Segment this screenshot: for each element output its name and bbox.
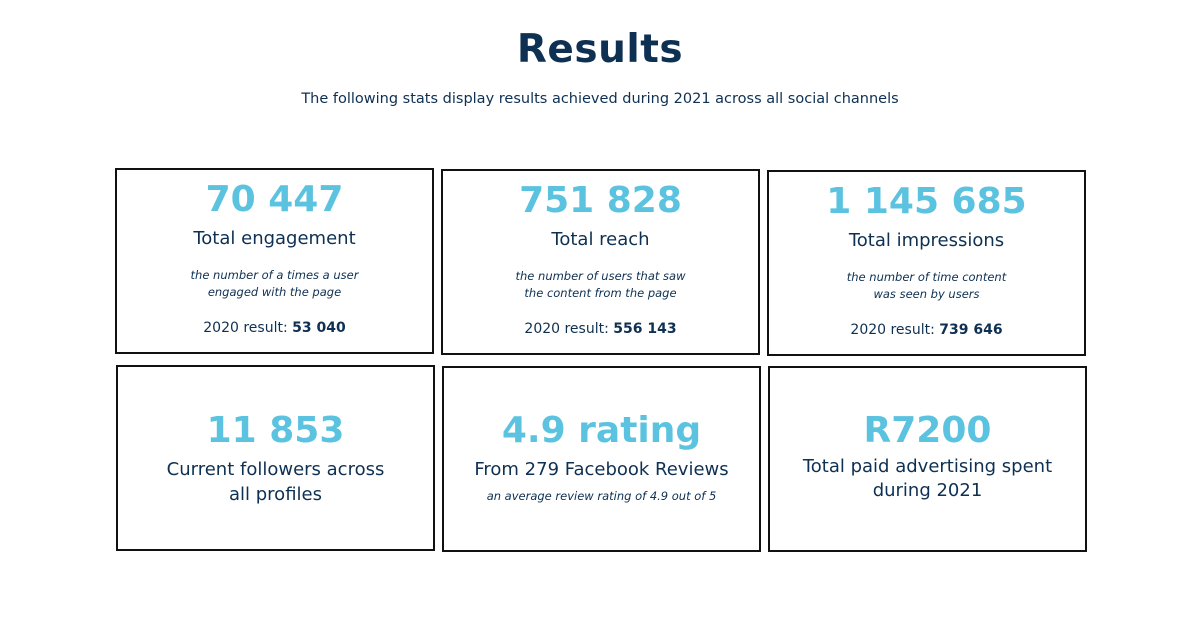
stat-label-line-1: Total paid advertising spent (802, 456, 1053, 477)
stat-description-line-1: the number of a times a user (190, 268, 359, 282)
previous-year-label: 2020 result: (850, 322, 935, 338)
stat-card-engagement: 70 447 Total engagement the number of a … (115, 168, 434, 354)
stat-value: 70 447 (205, 179, 344, 220)
previous-year-value: 739 646 (939, 322, 1003, 338)
stat-value: 4.9 rating (501, 410, 702, 451)
stat-label: Total reach (551, 229, 650, 250)
stat-label: Total impressions (848, 230, 1005, 251)
stat-value: R7200 (863, 410, 992, 451)
previous-year-label: 2020 result: (524, 321, 609, 337)
stat-description-line-2: the content from the page (524, 286, 677, 300)
page-subtitle: The following stats display results achi… (301, 91, 899, 107)
stat-card-followers: 11 853 Current followers across all prof… (116, 365, 435, 551)
stat-description-line-2: engaged with the page (207, 285, 342, 299)
stat-card-reach: 751 828 Total reach the number of users … (441, 169, 760, 355)
stat-value: 751 828 (519, 180, 682, 221)
stat-card-rating: 4.9 rating From 279 Facebook Reviews an … (442, 366, 761, 552)
stat-description: an average review rating of 4.9 out of 5 (486, 489, 717, 503)
stat-description-line-2: was seen by users (873, 287, 980, 301)
stat-card-impressions: 1 145 685 Total impressions the number o… (767, 170, 1086, 356)
previous-year-result: 2020 result: 556 143 (443, 320, 758, 338)
stat-label-line-2: all profiles (229, 484, 322, 505)
page-title: Results (516, 27, 684, 72)
stat-value: 11 853 (206, 410, 345, 451)
previous-year-result: 2020 result: 53 040 (117, 319, 432, 337)
previous-year-label: 2020 result: (203, 320, 288, 336)
stat-label: From 279 Facebook Reviews (474, 459, 729, 480)
stat-label: Total engagement (193, 228, 356, 249)
stat-description-line-1: the number of time content (846, 270, 1007, 284)
previous-year-value: 53 040 (292, 320, 346, 336)
stat-value: 1 145 685 (826, 181, 1027, 222)
stat-label-line-2: during 2021 (872, 480, 983, 501)
stat-description-line-1: the number of users that saw (515, 269, 686, 283)
stat-card-ad-spend: R7200 Total paid advertising spent durin… (768, 366, 1087, 552)
stat-label-line-1: Current followers across (166, 459, 385, 480)
previous-year-result: 2020 result: 739 646 (769, 321, 1084, 339)
previous-year-value: 556 143 (613, 321, 677, 337)
